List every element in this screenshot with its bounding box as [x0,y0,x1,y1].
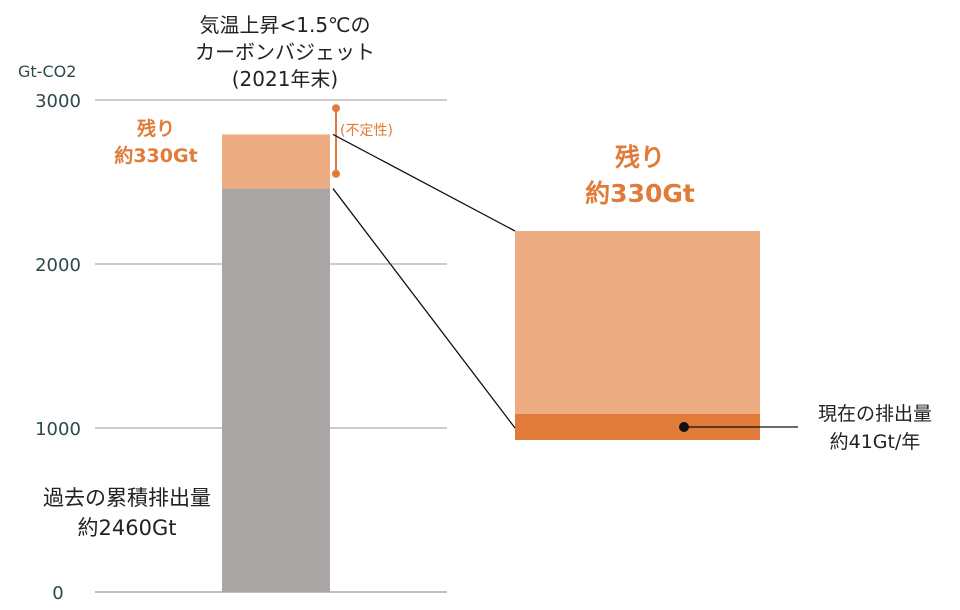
remaining-label-zoom-line-2: 約330Gt [585,179,695,208]
past-emissions-label: 過去の累積排出量 約2460Gt [12,483,242,543]
y-tick-label: 2000 [35,255,81,276]
y-tick-label: 1000 [35,419,81,440]
remaining-label-bar-line-2: 約330Gt [114,145,198,167]
y-axis-unit-label: Gt-CO2 [18,62,77,81]
uncertainty-range-bottom [332,169,340,178]
current-emission-label-line-1: 現在の排出量 [817,403,932,425]
zoom-remaining-budget [515,231,760,440]
zoom-connector-bottom [332,188,516,429]
chart-title-line-1: 気温上昇<1.5℃の [199,13,371,37]
past-emissions-label-line-2: 約2460Gt [77,516,177,540]
uncertainty-label: (不定性) [340,123,393,139]
chart-title: 気温上昇<1.5℃の カーボンバジェット (2021年末) [150,12,420,93]
current-emission-label-line-2: 約41Gt/年 [829,431,921,453]
y-tick-label: 0 [52,583,63,604]
y-tick-label: 3000 [35,91,81,112]
remaining-label-bar: 残り 約330Gt [96,116,216,170]
bar-remaining-budget [222,134,330,189]
past-emissions-label-line-1: 過去の累積排出量 [43,486,211,510]
remaining-label-zoom: 残り 約330Gt [540,140,740,212]
zoom-connector-top [332,133,516,232]
uncertainty-range-top [332,104,340,113]
chart-title-line-2: カーボンバジェット [195,40,375,64]
current-emission-label: 現在の排出量 約41Gt/年 [790,400,960,456]
remaining-label-zoom-line-1: 残り [614,143,665,172]
chart-title-line-3: (2021年末) [231,67,339,91]
bar-past-emissions [222,188,330,592]
remaining-label-bar-line-1: 残り [136,118,175,140]
